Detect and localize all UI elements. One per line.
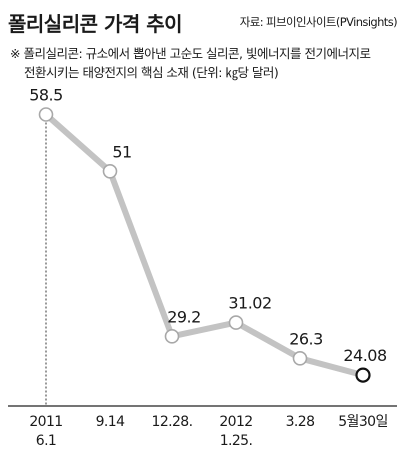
data-point-3 bbox=[164, 329, 180, 344]
value-label-6: 24.08 bbox=[343, 346, 387, 365]
x-tick-label-5: 3.28 bbox=[286, 414, 315, 430]
data-point-4 bbox=[228, 315, 244, 330]
unit-note: ※ 폴리실리콘: 규소에서 뽑아낸 고순도 실리콘, 빛에너지를 전기에너지로 … bbox=[10, 44, 400, 82]
value-label-2: 51 bbox=[112, 142, 131, 161]
x-tick-label-4-line2: 1.25. bbox=[220, 433, 253, 449]
value-label-3: 29.2 bbox=[167, 307, 201, 326]
series-line bbox=[43, 111, 366, 379]
x-tick-label-1-line2: 6.1 bbox=[36, 433, 56, 449]
chart-title: 폴리실리콘 가격 추이 bbox=[8, 12, 183, 36]
x-tick-label-3: 12.28. bbox=[152, 414, 193, 430]
data-point-6 bbox=[355, 367, 371, 383]
x-tick-label-1-line1: 2011 bbox=[29, 414, 62, 430]
value-label-4: 31.02 bbox=[228, 294, 271, 313]
x-tick-label-4-line1: 2012 bbox=[219, 414, 252, 430]
value-label-5: 26.3 bbox=[289, 329, 323, 348]
source-note: 자료: 피브이인사이트(PVinsights) bbox=[239, 15, 398, 29]
x-tick-label-2: 9.14 bbox=[96, 414, 125, 430]
value-label-1: 58.5 bbox=[29, 86, 63, 105]
data-point-5 bbox=[292, 350, 308, 366]
note-line-2: 전환시키는 태양전지의 핵심 소재 (단위: ㎏당 달러) bbox=[24, 65, 279, 80]
data-point-1 bbox=[38, 107, 54, 122]
data-point-2 bbox=[102, 163, 118, 179]
note-line-1: ※ 폴리실리콘: 규소에서 뽑아낸 고순도 실리콘, 빛에너지를 전기에너지로 bbox=[10, 46, 371, 61]
x-tick-label-6: 5월30일 bbox=[338, 414, 387, 430]
